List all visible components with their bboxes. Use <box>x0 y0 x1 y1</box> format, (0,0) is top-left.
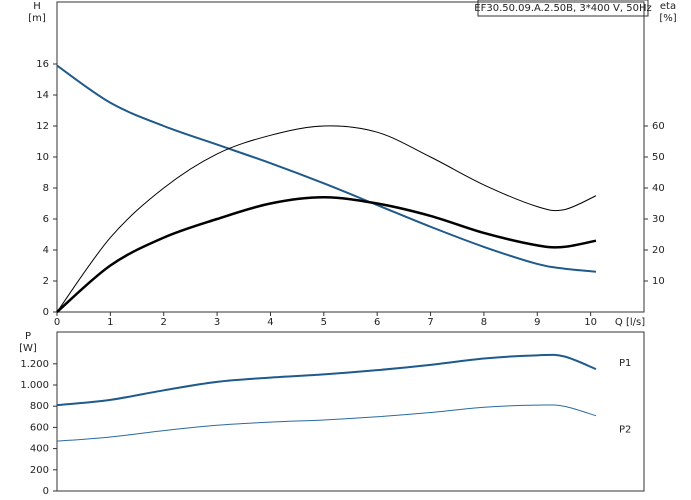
y-tick-label: 0 <box>43 486 49 497</box>
line-series <box>56 64 597 273</box>
x-label: Q [l/s] <box>615 317 645 328</box>
x-tick-label: 6 <box>374 317 380 328</box>
series-label: P1 <box>619 358 631 369</box>
x-tick-label: 5 <box>321 317 327 328</box>
x-tick-label: 8 <box>481 317 487 328</box>
y-tick-label: 1.200 <box>20 359 49 370</box>
y2-tick-label: 40 <box>652 183 665 194</box>
y-tick-label: 1.000 <box>20 380 49 391</box>
y-tick-label: 16 <box>36 59 49 70</box>
y-tick-label: 400 <box>30 444 49 455</box>
y-tick-label: 200 <box>30 465 49 476</box>
y-tick-label: 10 <box>36 152 49 163</box>
y-tick-label: 600 <box>30 422 49 433</box>
y-tick-label: 14 <box>36 90 49 101</box>
y2-unit: [%] <box>659 13 676 24</box>
x-tick-label: 7 <box>427 317 433 328</box>
y2-tick-label: 20 <box>652 245 665 256</box>
y2-tick-label: 30 <box>652 214 665 225</box>
series-label: P2 <box>619 425 631 436</box>
chart-title: EF30.50.09.A.2.50B, 3*400 V, 50Hz <box>474 3 651 14</box>
y2-tick-label: 60 <box>652 121 665 132</box>
y-tick-label: 800 <box>30 401 49 412</box>
x-tick-label: 4 <box>267 317 273 328</box>
line-series <box>56 125 597 313</box>
y-tick-label: 4 <box>43 245 49 256</box>
y-tick-label: 2 <box>43 276 49 287</box>
y-unit: [W] <box>19 343 37 354</box>
x-tick-label: 9 <box>534 317 540 328</box>
line-series <box>56 404 597 442</box>
y2-tick-label: 50 <box>652 152 665 163</box>
x-tick-label: 2 <box>161 317 167 328</box>
x-tick-label: 10 <box>584 317 597 328</box>
title-box <box>477 0 649 17</box>
y-tick-label: 0 <box>43 307 49 318</box>
y2-label: eta <box>660 1 676 12</box>
plot-frame <box>56 1 645 313</box>
x-tick-label: 0 <box>54 317 60 328</box>
x-tick-label: 1 <box>107 317 113 328</box>
y2-tick-label: 10 <box>652 276 665 287</box>
plot-frame <box>56 331 645 492</box>
x-tick-label: 3 <box>214 317 220 328</box>
y-tick-label: 6 <box>43 214 49 225</box>
y-unit: [m] <box>28 13 46 24</box>
y-tick-label: 12 <box>36 121 49 132</box>
line-series <box>56 353 597 407</box>
y-label: H <box>33 1 41 12</box>
y-tick-label: 8 <box>43 183 49 194</box>
line-series <box>56 196 597 313</box>
y-label: P <box>25 331 31 342</box>
